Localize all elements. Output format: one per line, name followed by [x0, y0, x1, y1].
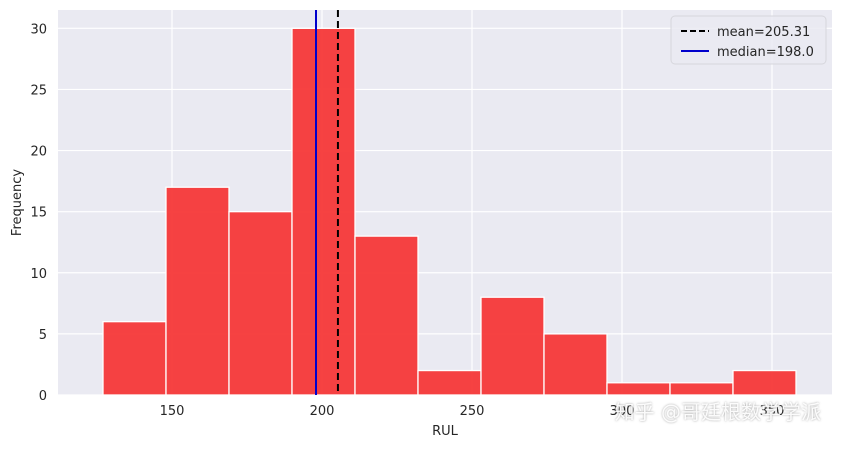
histogram-bar — [732, 369, 797, 396]
x-tick-label: 300 — [610, 404, 635, 419]
x-tick-label: 200 — [310, 404, 335, 419]
x-axis-label: RUL — [432, 424, 459, 439]
histogram-bar — [228, 211, 293, 396]
y-tick-label: 25 — [30, 83, 47, 98]
y-axis-label: Frequency — [10, 169, 25, 236]
legend-entry-label: mean=205.31 — [717, 25, 810, 40]
y-tick-label: 0 — [39, 389, 47, 404]
reference-lines — [315, 10, 339, 395]
y-axis-ticks: 0 5 10 15 20 25 30 — [30, 22, 47, 404]
y-tick-label: 30 — [30, 22, 47, 37]
histogram-bar — [165, 186, 230, 396]
y-tick-label: 5 — [39, 328, 47, 343]
histogram-bar — [102, 321, 167, 396]
legend-entry-label: median=198.0 — [717, 45, 814, 60]
x-tick-label: 150 — [160, 404, 185, 419]
watermark-text: 知乎 @哥廷根数学学派 — [614, 400, 821, 424]
x-tick-label: 350 — [760, 404, 785, 419]
histogram-bar — [669, 382, 734, 396]
histogram-bar — [480, 296, 545, 396]
legend-box — [670, 15, 827, 65]
histogram-bar — [417, 369, 482, 396]
x-tick-label: 250 — [460, 404, 485, 419]
y-tick-label: 20 — [30, 145, 47, 160]
histogram-bar — [543, 333, 608, 396]
histogram-bar — [606, 382, 671, 396]
histogram-bars — [102, 27, 797, 396]
x-axis-ticks: 150 200 250 300 350 — [160, 404, 785, 419]
legend: mean=205.31 median=198.0 — [670, 15, 827, 65]
histogram-bar — [354, 235, 419, 396]
histogram-bar — [291, 27, 356, 396]
y-tick-label: 15 — [30, 206, 47, 221]
y-tick-label: 10 — [30, 267, 47, 282]
